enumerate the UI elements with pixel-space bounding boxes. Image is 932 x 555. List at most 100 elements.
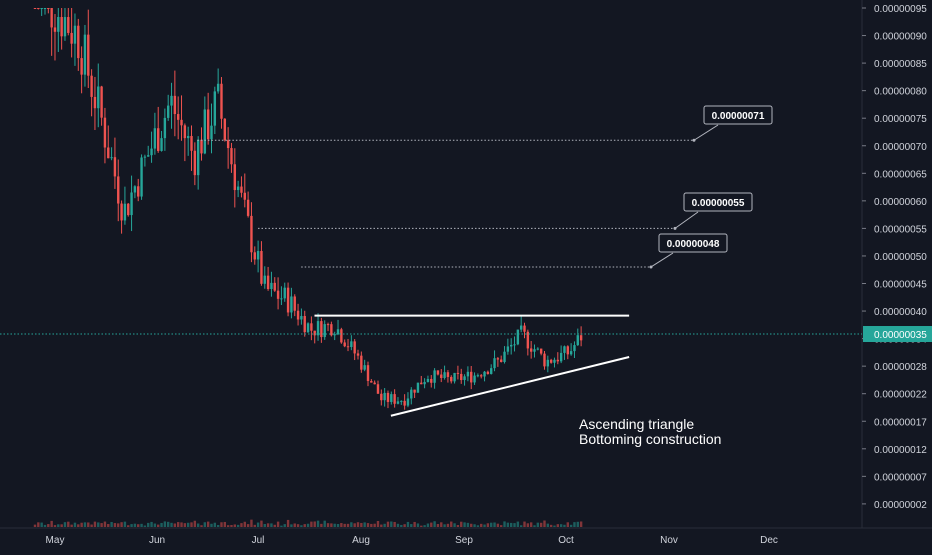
price-tick-label: 0.00000045 — [874, 280, 927, 291]
candle — [340, 327, 343, 344]
volume-bar — [63, 522, 67, 527]
volume-bar — [446, 523, 450, 527]
candle — [190, 125, 193, 171]
candle-body — [430, 378, 433, 383]
candle — [533, 344, 536, 358]
volume-bar — [549, 524, 553, 527]
volume-bar — [196, 523, 200, 527]
candle — [40, 8, 43, 16]
candle-body — [473, 375, 476, 383]
candle-body — [176, 114, 180, 120]
current-price-marker: 0.00000035 — [0, 326, 932, 343]
candle-body — [416, 382, 420, 393]
candle-body — [493, 358, 496, 369]
candle — [400, 400, 403, 405]
candle — [310, 316, 313, 341]
callout-box — [658, 233, 728, 253]
volume-bar — [483, 524, 486, 527]
volume-bar — [423, 525, 426, 527]
candle-body — [216, 83, 220, 92]
candle-body — [260, 251, 263, 284]
candle-body — [306, 323, 310, 333]
candle-body — [170, 95, 173, 106]
candle — [176, 96, 180, 140]
candle-body — [276, 290, 280, 299]
candle — [60, 8, 63, 50]
candle — [107, 125, 110, 159]
candle — [270, 271, 273, 297]
volume-bar — [120, 522, 123, 527]
candle — [300, 308, 303, 325]
candle-body — [549, 359, 553, 363]
candle-body — [123, 203, 127, 221]
volume-bar — [157, 524, 160, 527]
candle — [203, 96, 207, 155]
candle-body — [246, 199, 250, 216]
candle — [556, 352, 560, 365]
volume-bar — [463, 522, 466, 527]
volume-bar — [539, 522, 543, 527]
candle-body — [230, 148, 233, 165]
price-tick-label: 0.00000095 — [874, 4, 927, 15]
time-axis[interactable]: May Jun Jul Aug Sep Oct Nov Dec — [46, 535, 778, 546]
candle — [503, 346, 506, 364]
candle-body — [240, 186, 243, 193]
volume-bar — [386, 521, 390, 527]
candle — [316, 313, 320, 341]
candle-body — [153, 128, 157, 149]
candle — [436, 370, 440, 376]
candle-body — [413, 389, 416, 393]
candle-body — [33, 8, 37, 9]
volume-bar — [173, 523, 177, 527]
candle — [87, 9, 90, 89]
candle — [506, 338, 510, 355]
candle — [220, 77, 223, 129]
volume-bar — [579, 521, 583, 527]
candle-body — [316, 321, 320, 336]
candle-body — [243, 192, 246, 200]
volume-bar — [519, 525, 523, 527]
candle-body — [70, 32, 73, 44]
volume-bar — [283, 524, 286, 527]
candle-body — [233, 164, 236, 191]
candle-body — [370, 380, 373, 383]
candle — [100, 85, 103, 126]
candle-body — [67, 17, 70, 33]
candle-body — [196, 139, 200, 176]
candle — [150, 131, 153, 163]
volume-bar — [316, 520, 320, 527]
candle-body — [37, 8, 40, 9]
price-tick-label: 0.00000090 — [874, 32, 927, 43]
volume-bar — [366, 523, 370, 527]
candle — [137, 178, 140, 202]
candle — [403, 394, 406, 410]
candle — [410, 387, 413, 405]
candle-body — [529, 348, 533, 352]
volume-bar — [533, 525, 536, 527]
volume-bar — [220, 522, 223, 527]
volume-bar — [473, 524, 476, 527]
candle-body — [280, 298, 283, 300]
callout-pointer — [650, 252, 674, 268]
candle — [416, 382, 420, 393]
candle — [280, 286, 283, 306]
candle — [147, 145, 150, 157]
candle — [393, 389, 396, 408]
current-price-label: 0.00000035 — [874, 330, 927, 341]
candle-body — [93, 96, 97, 109]
volume-bar — [296, 524, 300, 527]
candle — [97, 63, 100, 128]
candle-body — [140, 157, 143, 197]
candle-body — [80, 58, 83, 75]
price-axis[interactable]: 0.00000095 0.00000090 0.00000085 0.00000080… — [862, 4, 927, 511]
candle-body — [579, 335, 583, 341]
candle-body — [436, 370, 440, 375]
volume-bar — [83, 522, 87, 527]
candle-body — [543, 353, 546, 367]
time-tick-label: Jul — [252, 535, 265, 546]
candle-body — [100, 86, 103, 118]
candle-body — [173, 95, 177, 115]
candle-body — [463, 376, 466, 381]
